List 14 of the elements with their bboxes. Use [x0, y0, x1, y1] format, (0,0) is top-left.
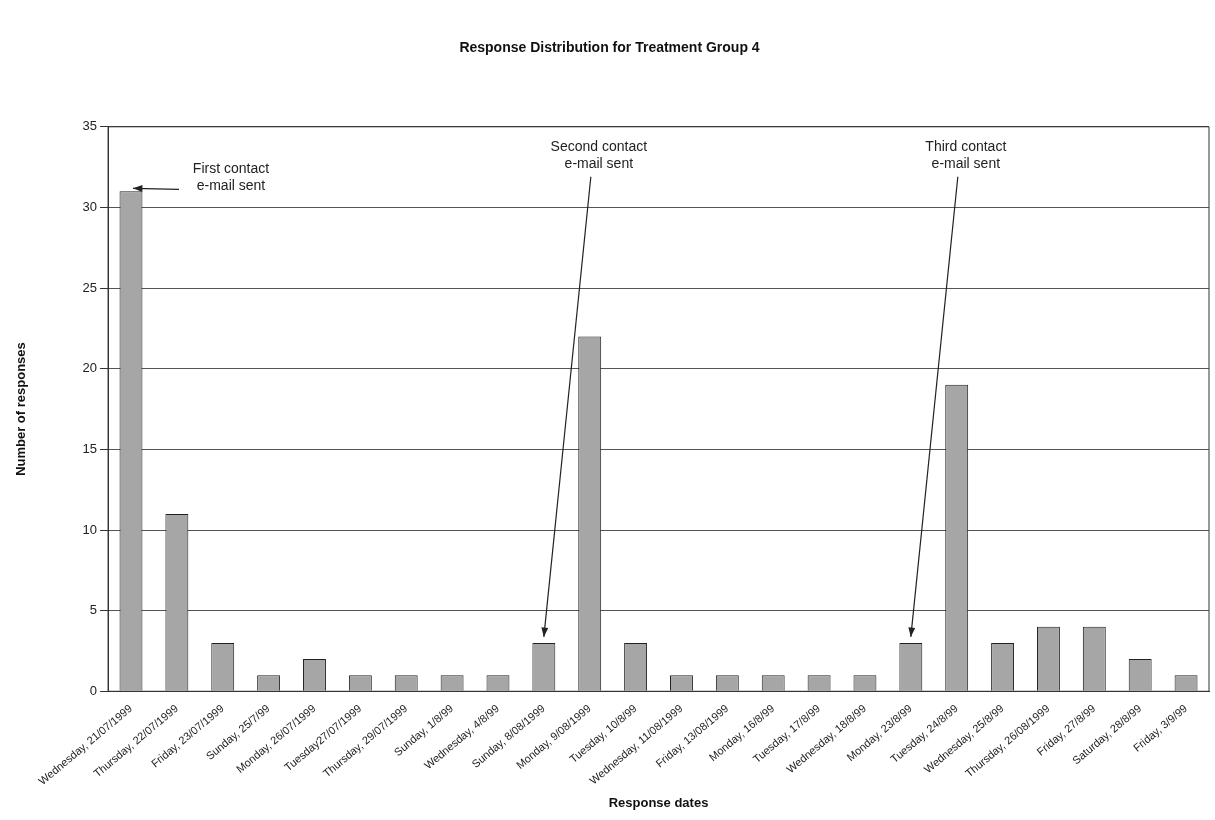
y-tick-label: 0 [89, 682, 98, 698]
y-axis-title: Number of responses [13, 342, 29, 476]
y-tick-label: 10 [82, 521, 98, 537]
chart-title: Response Distribution for Treatment Group 4 [459, 39, 760, 56]
y-tick-label: 25 [82, 279, 98, 295]
y-tick-label: 5 [89, 602, 98, 618]
annotation: First contact e-mail sent [192, 160, 270, 194]
y-tick-label: 35 [82, 118, 98, 134]
y-tick-label: 15 [82, 440, 98, 456]
y-tick-label: 30 [82, 199, 98, 215]
y-tick-label: 20 [82, 360, 98, 376]
annotation: Second contact e-mail sent [550, 137, 648, 171]
annotation: Third contact e-mail sent [925, 137, 1007, 171]
x-axis-title: Response dates [608, 794, 709, 810]
